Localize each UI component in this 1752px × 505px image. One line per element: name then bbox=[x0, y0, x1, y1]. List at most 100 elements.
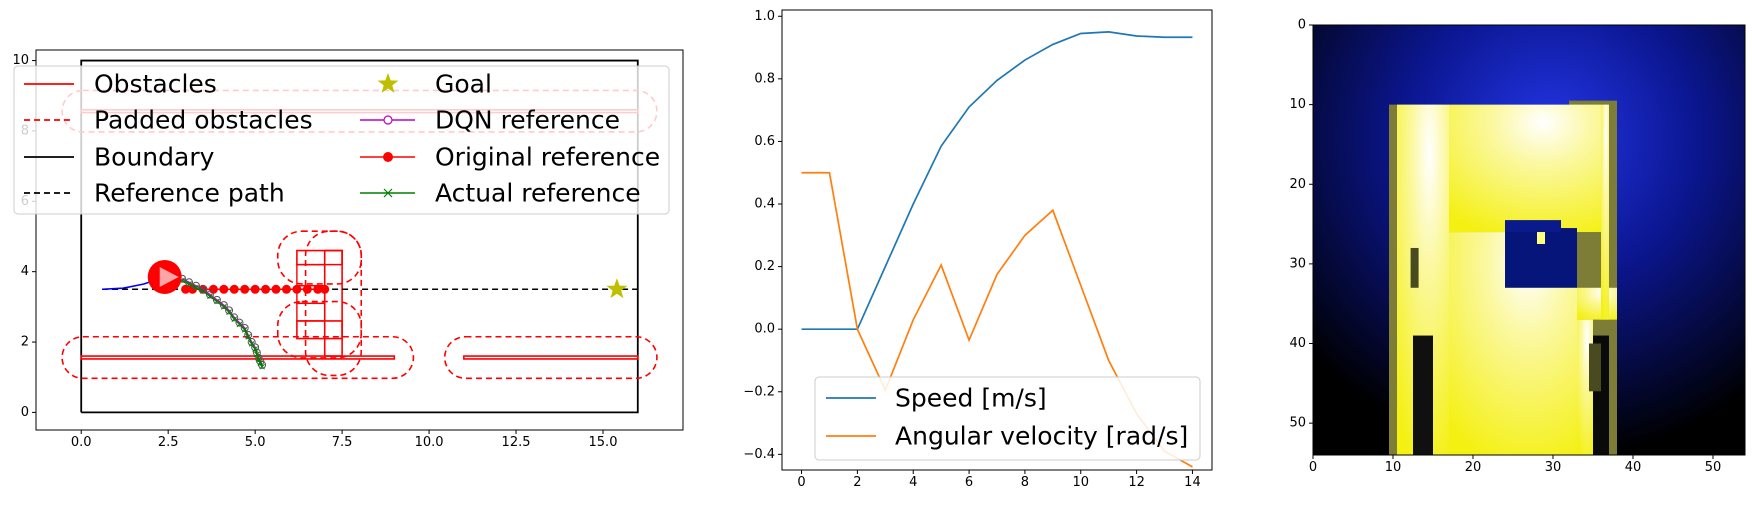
y-tick-label: 0.6 bbox=[754, 134, 775, 149]
x-tick-label: 5.0 bbox=[245, 435, 266, 450]
heatmap-x-ticks: 0 10 20 30 40 50 bbox=[1309, 455, 1721, 475]
heatmap-axes: 0 10 20 30 40 50 0 10 20 30 40 50 bbox=[1289, 18, 1746, 475]
legend-label: Speed [m/s] bbox=[895, 384, 1047, 413]
y-tick-label: 0 bbox=[21, 405, 29, 420]
padded-obstacle-0 bbox=[61, 335, 415, 380]
heatmap-image bbox=[1313, 25, 1745, 456]
x-tick-label: 0.0 bbox=[71, 435, 92, 450]
y-tick-label: 0.8 bbox=[754, 71, 775, 86]
x-tick-label: 10.0 bbox=[415, 435, 444, 450]
free-region bbox=[1601, 104, 1609, 320]
velocity-x-ticks: 0 2 4 6 8 10 12 14 bbox=[797, 470, 1201, 490]
actual-reference-point bbox=[236, 321, 243, 328]
original-reference-point bbox=[281, 284, 291, 294]
y-tick-label: 10 bbox=[1289, 97, 1306, 112]
actual-reference-point bbox=[248, 340, 255, 347]
legend-label: Reference path bbox=[94, 179, 285, 208]
legend-label: Padded obstacles bbox=[94, 106, 313, 135]
actual-reference-point bbox=[207, 293, 213, 300]
velocity-legend: Speed [m/s] Angular velocity [rad/s] bbox=[814, 376, 1201, 461]
actual-reference-point bbox=[220, 303, 227, 310]
actual-reference-point bbox=[254, 351, 260, 358]
obstacle-cell-2 bbox=[296, 263, 326, 287]
original-reference-point bbox=[250, 284, 260, 294]
x-tick-label: 7.5 bbox=[332, 435, 353, 450]
y-tick-label: 20 bbox=[1289, 177, 1306, 192]
y-tick-label: 1.0 bbox=[754, 9, 775, 24]
obstacle-3 bbox=[296, 320, 343, 340]
map-frame bbox=[35, 49, 684, 431]
map-plot-area bbox=[61, 59, 658, 414]
velocity-y-ticks: −0.4 −0.2 0.0 0.2 0.4 0.6 0.8 1.0 bbox=[743, 9, 782, 462]
x-tick-label: 0 bbox=[1309, 460, 1317, 475]
heatmap-y-ticks: 0 10 20 30 40 50 bbox=[1289, 18, 1313, 431]
actual-reference-point bbox=[255, 356, 262, 363]
dqn-reference-point bbox=[240, 323, 249, 332]
original-reference-point bbox=[292, 284, 302, 294]
dqn-reference-point bbox=[205, 290, 214, 299]
actual-reference-point bbox=[259, 363, 265, 370]
x-tick-label: 10 bbox=[1072, 475, 1089, 490]
obstacle-0 bbox=[80, 355, 396, 360]
series-line-0 bbox=[801, 31, 1193, 331]
legend-handle-dqn-marker bbox=[383, 115, 393, 125]
original-reference-point bbox=[208, 284, 218, 294]
legend-box bbox=[13, 65, 670, 215]
legend-handle-goal bbox=[377, 73, 399, 93]
velocity-frame bbox=[781, 9, 1213, 471]
x-tick-label: 8 bbox=[1021, 475, 1029, 490]
actual-reference-point bbox=[252, 346, 258, 352]
actual-reference-point bbox=[257, 360, 264, 367]
actual-reference-point bbox=[214, 298, 220, 305]
dqn-reference-point bbox=[235, 318, 244, 327]
original-reference-point bbox=[313, 284, 323, 294]
actual-reference-point bbox=[245, 333, 252, 340]
obstacle-5 bbox=[323, 249, 343, 357]
goal-marker bbox=[606, 278, 628, 299]
legend-label: Obstacles bbox=[94, 70, 217, 99]
x-tick-label: 10 bbox=[1385, 460, 1402, 475]
legend-label: DQN reference bbox=[435, 106, 620, 135]
heatmap-frame bbox=[1312, 24, 1746, 456]
map-legend: Obstacles Padded obstacles Boundary Referen… bbox=[13, 65, 670, 215]
y-tick-label: −0.2 bbox=[743, 384, 775, 399]
y-tick-label: 10 bbox=[12, 53, 29, 68]
legend-label: Original reference bbox=[435, 143, 660, 172]
map-x-ticks: 0.0 2.5 5.0 7.5 10.0 12.5 15.0 bbox=[71, 430, 617, 450]
x-tick-label: 2 bbox=[853, 475, 861, 490]
original-reference-point bbox=[271, 284, 281, 294]
original-reference-point bbox=[219, 284, 229, 294]
y-tick-label: 2 bbox=[21, 335, 29, 350]
legend-handle-actual-marker bbox=[383, 188, 393, 198]
obstacle-notch bbox=[1505, 220, 1561, 233]
legend-label: Actual reference bbox=[435, 179, 641, 208]
original-reference-point bbox=[320, 284, 330, 294]
obstacle-cell-0 bbox=[296, 302, 326, 322]
legend-label: Angular velocity [rad/s] bbox=[895, 422, 1188, 451]
y-tick-label: 0.4 bbox=[754, 197, 775, 212]
original-reference-point bbox=[181, 284, 191, 294]
actual-reference-point bbox=[200, 288, 206, 294]
x-tick-label: 40 bbox=[1625, 460, 1642, 475]
obstacle-1 bbox=[463, 355, 639, 360]
original-reference-point bbox=[261, 284, 271, 294]
actual-reference-point bbox=[186, 281, 192, 287]
y-tick-label: 0.0 bbox=[754, 322, 775, 337]
legend-label: Boundary bbox=[94, 143, 215, 172]
dqn-reference-point bbox=[244, 331, 253, 339]
x-tick-label: 2.5 bbox=[158, 435, 179, 450]
y-tick-label: 0 bbox=[1298, 18, 1306, 33]
x-tick-label: 12 bbox=[1128, 475, 1145, 490]
x-tick-label: 0 bbox=[797, 475, 805, 490]
actual-reference-point bbox=[241, 326, 248, 333]
notch-tip bbox=[1537, 232, 1545, 244]
dqn-reference-point bbox=[225, 306, 234, 315]
actual-reference-point bbox=[226, 309, 232, 315]
y-tick-label: 30 bbox=[1289, 256, 1306, 271]
legend-label: Goal bbox=[435, 70, 492, 99]
x-tick-label: 12.5 bbox=[502, 435, 531, 450]
dqn-reference-point bbox=[219, 301, 228, 310]
padded-obstacle-3 bbox=[276, 300, 363, 359]
x-tick-label: 50 bbox=[1705, 460, 1722, 475]
dqn-reference-point bbox=[230, 313, 239, 322]
